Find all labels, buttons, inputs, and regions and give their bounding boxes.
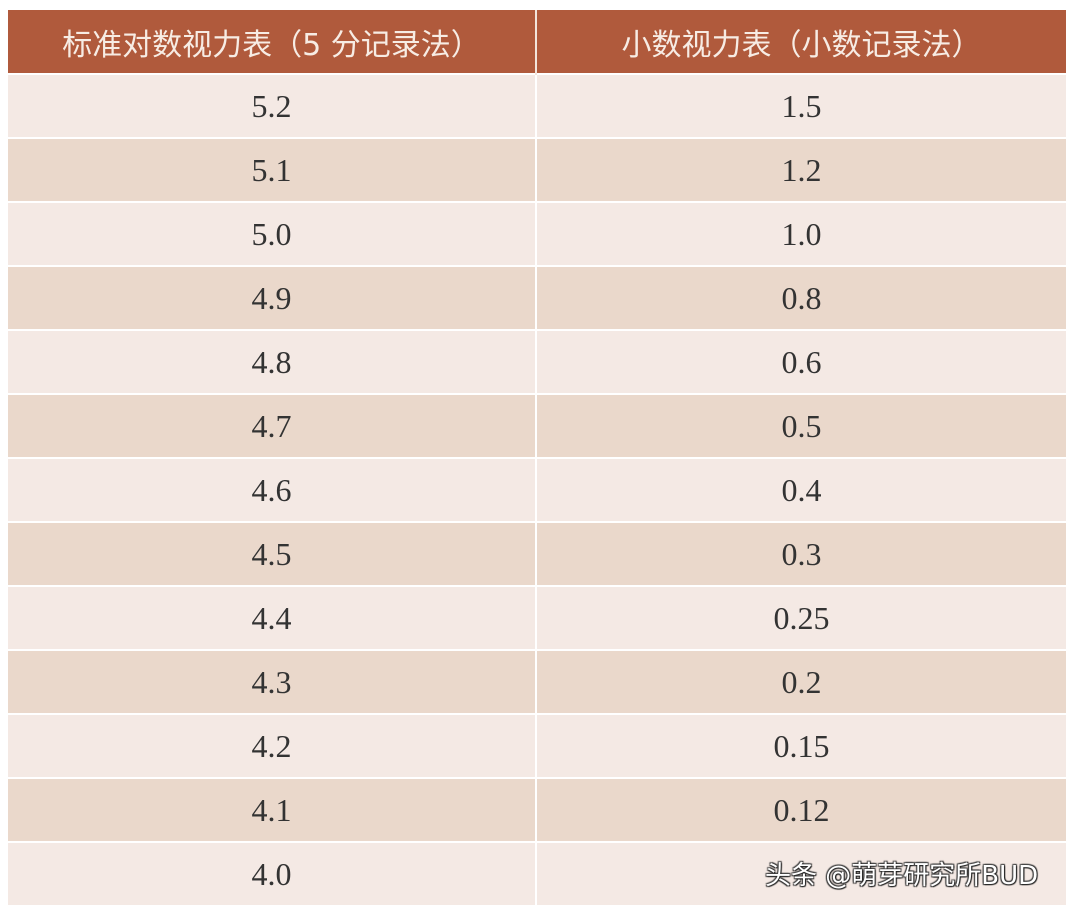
cell-five-point: 4.0 <box>8 841 537 905</box>
cell-five-point: 5.0 <box>8 201 537 266</box>
cell-decimal: 0.25 <box>536 585 1066 650</box>
table-row: 5.2 1.5 <box>8 73 1066 138</box>
cell-five-point: 4.7 <box>8 393 537 458</box>
cell-five-point: 5.2 <box>8 73 537 138</box>
cell-five-point: 4.2 <box>8 713 537 778</box>
table-row: 4.0 <box>8 841 1066 905</box>
table-row: 4.4 0.25 <box>8 585 1066 650</box>
cell-decimal: 0.3 <box>536 521 1066 586</box>
cell-decimal: 0.6 <box>536 329 1066 394</box>
cell-five-point: 4.1 <box>8 777 537 842</box>
cell-decimal: 0.5 <box>536 393 1066 458</box>
table-row: 4.8 0.6 <box>8 329 1066 394</box>
cell-five-point: 4.4 <box>8 585 537 650</box>
table-row: 4.3 0.2 <box>8 649 1066 714</box>
vision-conversion-table: 标准对数视力表（5 分记录法） 小数视力表（小数记录法） 5.2 1.5 5.1 1… <box>8 10 1066 905</box>
cell-decimal: 0.8 <box>536 265 1066 330</box>
table-row: 4.5 0.3 <box>8 521 1066 586</box>
cell-five-point: 4.5 <box>8 521 537 586</box>
table-header-row: 标准对数视力表（5 分记录法） 小数视力表（小数记录法） <box>8 10 1066 74</box>
cell-decimal: 0.15 <box>536 713 1066 778</box>
cell-five-point: 4.8 <box>8 329 537 394</box>
cell-decimal: 1.0 <box>536 201 1066 266</box>
header-logarithmic-chart: 标准对数视力表（5 分记录法） <box>8 10 537 74</box>
table-row: 5.1 1.2 <box>8 137 1066 202</box>
cell-decimal: 1.5 <box>536 73 1066 138</box>
cell-five-point: 5.1 <box>8 137 537 202</box>
table-row: 4.9 0.8 <box>8 265 1066 330</box>
table-row: 4.6 0.4 <box>8 457 1066 522</box>
table-row: 5.0 1.0 <box>8 201 1066 266</box>
cell-five-point: 4.6 <box>8 457 537 522</box>
watermark: 头条 @萌芽研究所BUD <box>765 861 1039 891</box>
cell-decimal: 0.12 <box>536 777 1066 842</box>
cell-five-point: 4.9 <box>8 265 537 330</box>
header-decimal-chart: 小数视力表（小数记录法） <box>536 10 1066 74</box>
table-row: 4.2 0.15 <box>8 713 1066 778</box>
vision-conversion-table-container: 标准对数视力表（5 分记录法） 小数视力表（小数记录法） 5.2 1.5 5.1 1… <box>8 10 1066 905</box>
cell-decimal: 1.2 <box>536 137 1066 202</box>
cell-decimal: 0.4 <box>536 457 1066 522</box>
cell-decimal: 0.2 <box>536 649 1066 714</box>
cell-decimal <box>536 841 1066 905</box>
table-row: 4.7 0.5 <box>8 393 1066 458</box>
table-row: 4.1 0.12 <box>8 777 1066 842</box>
cell-five-point: 4.3 <box>8 649 537 714</box>
